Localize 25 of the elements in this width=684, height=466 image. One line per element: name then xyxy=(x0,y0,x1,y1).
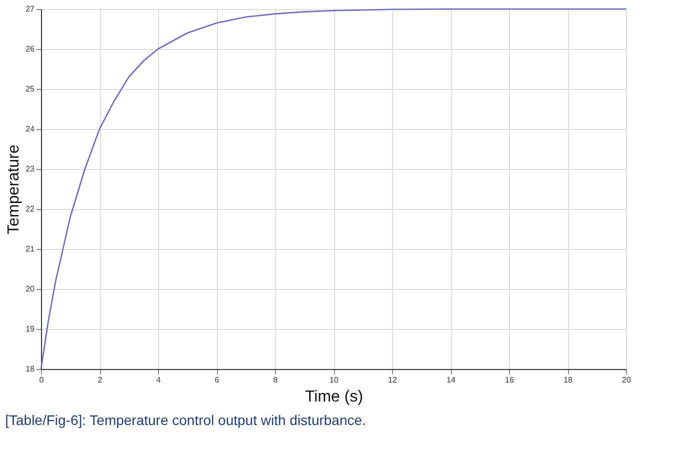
x-tick-label: 12 xyxy=(388,376,398,384)
x-tick-label: 18 xyxy=(564,376,573,384)
x-tick-label: 2 xyxy=(98,376,103,384)
y-tick-label: 23 xyxy=(26,164,36,174)
y-tick-label: 27 xyxy=(26,4,36,14)
y-tick-label: 25 xyxy=(26,84,36,94)
y-tick-label: 20 xyxy=(26,284,36,294)
x-tick-label: 8 xyxy=(273,376,278,384)
x-tick-label: 20 xyxy=(622,376,632,384)
y-tick-label: 26 xyxy=(26,44,36,54)
text: [Table/Fig-6]: Temperature control output with disturbance. xyxy=(5,412,366,428)
y-tick-label: 22 xyxy=(26,204,36,214)
x-tick-label: 4 xyxy=(156,376,162,384)
line-series xyxy=(40,8,627,370)
y-tick-label: 24 xyxy=(26,124,36,134)
x-tick-label: 0 xyxy=(39,376,44,384)
x-tick-label: 14 xyxy=(446,376,456,384)
x-tick-label: 6 xyxy=(214,376,220,384)
x-tick-label: 10 xyxy=(330,376,339,384)
y-axis-title: Temperature xyxy=(6,144,23,234)
x-axis-title: Time (s) xyxy=(304,388,364,406)
x-tick-label: 16 xyxy=(505,376,514,384)
y-tick-label: 21 xyxy=(26,244,36,254)
y-tick-label: 19 xyxy=(26,324,36,334)
y-tick-label: 18 xyxy=(26,364,36,374)
